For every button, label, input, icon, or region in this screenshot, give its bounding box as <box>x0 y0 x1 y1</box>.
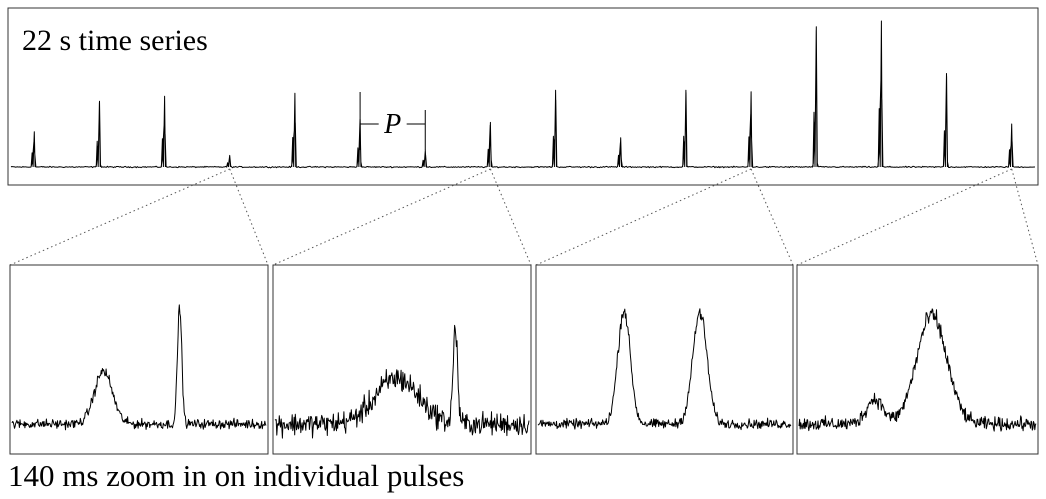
zoom-caption: 140 ms zoom in on individual pulses <box>8 458 465 493</box>
zoom-connector-2-right <box>489 168 532 266</box>
zoom-panel-4-trace <box>798 308 1037 432</box>
zoom-panel-4 <box>796 264 1039 455</box>
top-panel-frame <box>7 7 1039 186</box>
zoom-panel-4-frame <box>796 264 1039 455</box>
zoom-panel-1 <box>9 264 269 455</box>
zoom-panel-1-trace <box>11 304 267 431</box>
zoom-panel-3-frame <box>535 264 794 455</box>
zoom-connector-1-left <box>9 168 230 266</box>
zoom-panels <box>9 264 1039 455</box>
zoom-connector-1-right <box>229 168 269 266</box>
zoom-panel-3 <box>535 264 794 455</box>
zoom-panel-2-trace <box>274 324 530 439</box>
period-label: P <box>383 109 401 140</box>
zoom-connector-4-left <box>796 168 1012 266</box>
zoom-panel-3-trace <box>537 308 792 431</box>
zoom-connector-3-left <box>535 168 752 266</box>
zoom-panel-2 <box>272 264 532 455</box>
zoom-panel-1-frame <box>9 264 269 455</box>
zoom-connector-4-right <box>1011 168 1039 266</box>
top-panel: 22 s time series P <box>7 7 1039 186</box>
top-panel-title: 22 s time series <box>22 24 208 57</box>
zoom-connectors <box>9 168 1039 266</box>
zoom-connector-3-right <box>750 168 794 266</box>
zoom-connector-2-left <box>272 168 491 266</box>
period-marker: P <box>359 92 426 150</box>
zoom-panel-2-frame <box>272 264 532 455</box>
